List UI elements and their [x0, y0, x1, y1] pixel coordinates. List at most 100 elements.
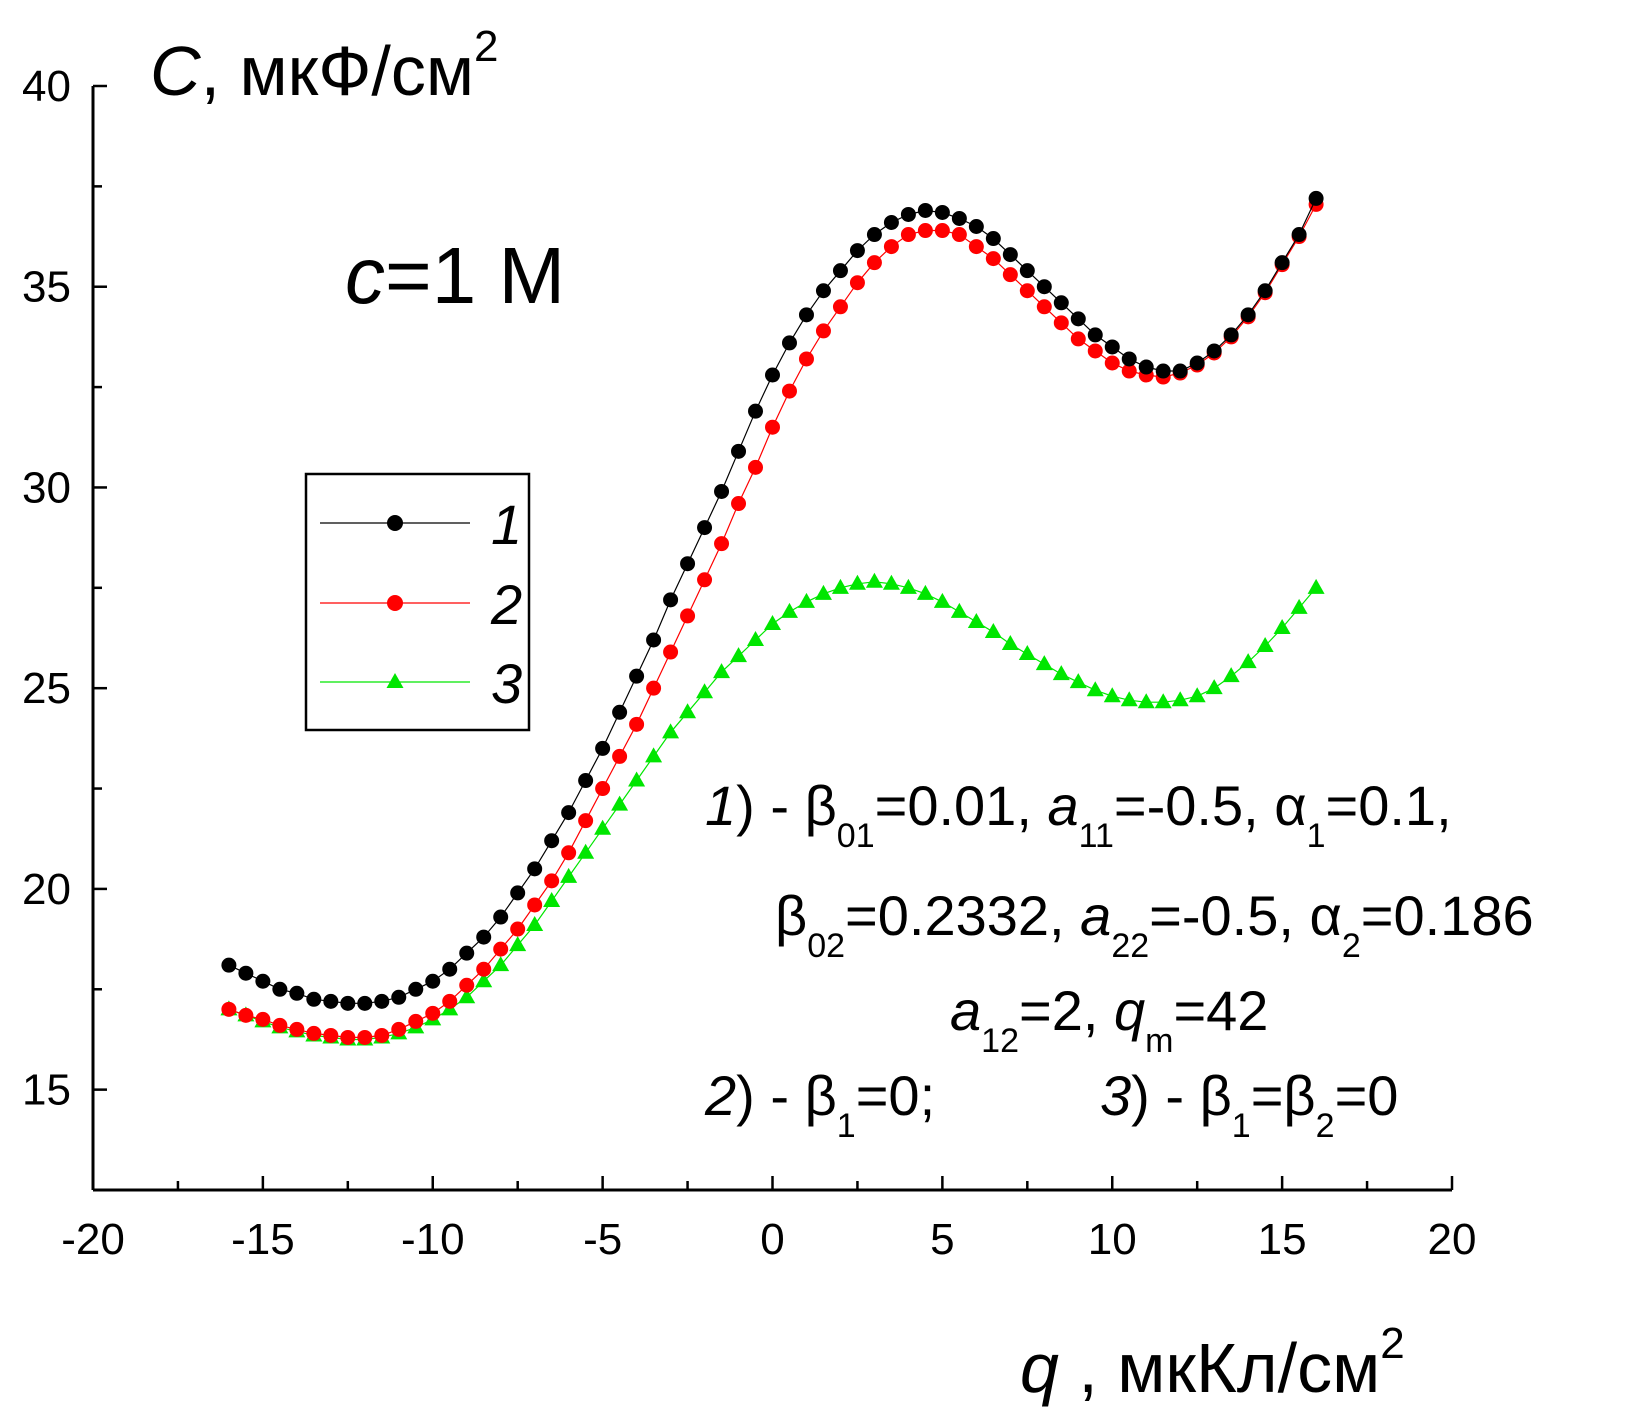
series-2-point: [663, 644, 679, 660]
series-1-point: [866, 227, 882, 243]
series-3-point: [831, 578, 849, 594]
series-2-point: [595, 781, 611, 797]
series-2-point: [781, 383, 797, 399]
series-1-point: [1019, 263, 1035, 279]
series-2-point: [493, 941, 509, 957]
series-1-point: [340, 995, 356, 1011]
series-1-point: [391, 989, 407, 1005]
series-2-point: [527, 897, 543, 913]
series-3-point: [628, 771, 646, 787]
series-1-point: [544, 833, 560, 849]
axes: -20 -15 -10 -5 0 5 10 15 20 15 20 25 30 35 40: [22, 62, 1476, 1264]
series-2-point: [374, 1027, 390, 1043]
series-2-point: [425, 1005, 441, 1021]
series-2-point: [221, 1001, 237, 1017]
series-1-point: [595, 740, 611, 756]
series-2-point: [629, 716, 645, 732]
series-3-point: [1120, 691, 1138, 707]
series-1-point: [1138, 359, 1154, 375]
series-3-point: [967, 612, 985, 628]
series-1-point: [951, 210, 967, 226]
y-tick-label: 40: [22, 62, 71, 111]
series-3-point: [780, 602, 798, 618]
series-2-point: [578, 813, 594, 829]
series-3-point: [713, 663, 731, 679]
series-3-point: [1052, 665, 1070, 681]
series-1-point: [459, 945, 475, 961]
series-2-point: [968, 239, 984, 255]
series-2-point: [612, 748, 628, 764]
series-1-point: [849, 243, 865, 259]
series-2-point: [1036, 299, 1052, 315]
series-1-point: [1257, 283, 1273, 299]
series-3-point: [1239, 653, 1257, 669]
series-3-point: [814, 584, 832, 600]
series-3-point: [577, 843, 595, 859]
y-tick-label: 30: [22, 463, 71, 512]
series-1-point: [238, 965, 254, 981]
series-1-point: [1053, 295, 1069, 311]
series-2-point: [357, 1029, 373, 1045]
series-1-point: [1070, 311, 1086, 327]
series-1-point: [748, 403, 764, 419]
annotation-line-4b: 3) - β1=β2=0: [1100, 1064, 1398, 1145]
series-3-point: [1188, 687, 1206, 703]
series-1-point: [1002, 247, 1018, 263]
series-2-point: [408, 1013, 424, 1029]
series-1-point: [663, 592, 679, 608]
annotation-line-1-num: 1: [705, 774, 736, 837]
series-1-point: [561, 805, 577, 821]
series-2-point: [1070, 331, 1086, 347]
legend-marker-3: [386, 673, 404, 688]
series-3-point: [492, 956, 510, 972]
series-2-point: [1053, 315, 1069, 331]
x-axis-label: q , мкКл/см2: [1020, 1319, 1405, 1407]
series-1-point: [883, 214, 899, 230]
series-1-point: [289, 985, 305, 1001]
series-2-point: [849, 275, 865, 291]
y-axis-label-sup: 2: [474, 22, 498, 71]
parameters-annotation: 1) - β01=0.01, a11=-0.5, α1=0.1, β02=0.2…: [704, 774, 1534, 1145]
series-2-point: [900, 227, 916, 243]
series-3-point: [747, 631, 765, 647]
y-axis-label: C, мкФ/см2: [150, 22, 498, 110]
series-1-point: [374, 993, 390, 1009]
series-1-point: [1121, 351, 1137, 367]
legend-item-2: 2: [320, 573, 522, 636]
series-1: [221, 190, 1324, 1011]
x-tick-label: -20: [61, 1215, 125, 1264]
legend-marker-2: [387, 595, 403, 611]
x-tick-label: -10: [401, 1215, 465, 1264]
series-1-point: [714, 483, 730, 499]
series-1-point: [357, 995, 373, 1011]
series-1-point: [1274, 255, 1290, 271]
concentration-label-rest: =1 M: [385, 231, 565, 320]
x-tick-label: 15: [1258, 1215, 1307, 1264]
series-1-point: [476, 929, 492, 945]
series-2-point: [459, 977, 475, 993]
series-3-point: [679, 703, 697, 719]
series-2-point: [748, 459, 764, 475]
series-1-point: [221, 957, 237, 973]
series-2-point: [238, 1007, 254, 1023]
series-1-point: [765, 367, 780, 383]
series-3-point: [899, 578, 917, 594]
series-2-point: [765, 419, 780, 435]
series-1-point: [527, 861, 543, 877]
series-2-point: [832, 299, 848, 315]
series-1-point: [442, 961, 458, 977]
series-3-point: [1273, 618, 1291, 634]
series-2-point: [731, 496, 747, 512]
x-tick-label: 0: [760, 1215, 784, 1264]
concentration-label-var: c: [345, 231, 385, 320]
series-2-point: [391, 1021, 407, 1037]
series-3-point: [797, 592, 815, 608]
series-3-point: [1069, 673, 1087, 689]
series-1-point: [306, 991, 322, 1007]
series-1-point: [1104, 339, 1120, 355]
x-tick-label: -15: [231, 1215, 295, 1264]
legend-item-1: 1: [320, 493, 522, 556]
series-2-point: [646, 680, 662, 696]
series-2-point: [1087, 343, 1103, 359]
